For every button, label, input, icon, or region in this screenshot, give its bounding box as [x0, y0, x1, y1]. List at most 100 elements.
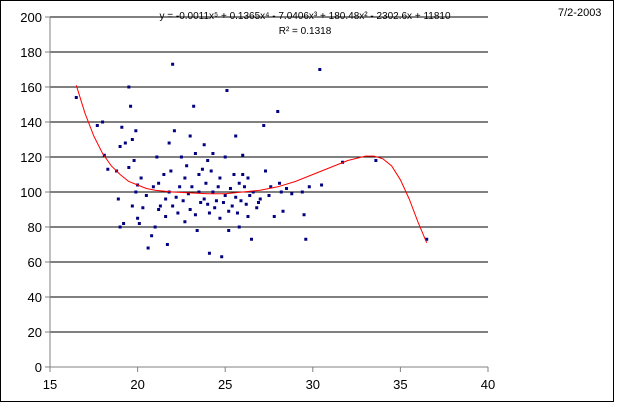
data-point [118, 225, 122, 229]
trendline-curve [75, 85, 428, 243]
data-point [225, 89, 229, 92]
data-point [127, 85, 131, 89]
data-point [258, 197, 262, 201]
data-point [246, 176, 250, 180]
data-point [106, 167, 110, 171]
data-point [190, 185, 194, 189]
data-point [179, 155, 183, 159]
data-point [193, 213, 197, 217]
data-point [279, 190, 283, 194]
data-point [374, 159, 378, 162]
data-point [263, 169, 267, 173]
data-point [200, 167, 204, 171]
data-point [197, 173, 201, 176]
data-point [262, 124, 266, 127]
data-point [207, 251, 211, 255]
data-point [232, 173, 236, 176]
data-point [127, 166, 131, 169]
data-point [425, 237, 429, 241]
data-point [171, 62, 175, 66]
data-point [256, 201, 260, 204]
data-point [183, 176, 187, 180]
tick-labels: 0 20 40 60 80 100 120 140 160 180 200 15 20 25 30 35 40 [20, 10, 495, 392]
data-point [228, 187, 232, 190]
data-point [120, 125, 124, 129]
y-tick-label: 60 [28, 255, 42, 270]
data-point [211, 190, 215, 194]
data-point [216, 185, 220, 189]
data-point [281, 209, 285, 213]
data-point [136, 216, 140, 220]
trendline [75, 85, 428, 243]
data-point [157, 181, 161, 185]
data-point [218, 216, 222, 220]
data-point [172, 129, 176, 133]
data-point [207, 211, 211, 215]
data-point [246, 215, 250, 218]
data-point [221, 201, 225, 204]
data-point [197, 190, 201, 194]
grid-lines [50, 16, 488, 333]
data-point [204, 181, 208, 185]
data-point [130, 204, 134, 208]
data-point [129, 104, 133, 108]
data-point [255, 206, 259, 210]
data-point [218, 176, 222, 180]
data-point [223, 194, 227, 197]
data-point [307, 185, 311, 189]
data-point [239, 199, 243, 203]
axes [45, 16, 489, 372]
data-point [227, 229, 231, 232]
data-point [178, 185, 182, 189]
data-point [116, 197, 120, 201]
data-point [164, 197, 168, 201]
y-tick-label: 120 [20, 150, 42, 165]
data-point [269, 185, 273, 189]
data-point [158, 204, 162, 208]
y-tick-label: 200 [20, 10, 42, 25]
data-point [169, 169, 173, 173]
y-tick-label: 0 [35, 360, 42, 375]
y-tick-label: 160 [20, 80, 42, 95]
data-point [237, 225, 241, 229]
x-tick-label: 25 [218, 377, 232, 392]
data-point [285, 187, 289, 190]
data-point [223, 155, 227, 159]
trendline-equation: y = -0.0011x⁵ + 0.1365x⁴ - 7.0406x³ + 18… [159, 11, 450, 22]
x-tick-label: 40 [481, 377, 495, 392]
y-tick-label: 20 [28, 325, 42, 340]
data-point [234, 134, 238, 138]
data-point [139, 176, 143, 180]
data-point [290, 192, 294, 196]
data-point [202, 143, 206, 147]
data-point [186, 192, 190, 196]
data-point [192, 104, 196, 108]
y-tick-label: 140 [20, 115, 42, 130]
data-point [151, 185, 155, 189]
data-point [181, 199, 185, 203]
data-point [118, 145, 122, 148]
y-tick-label: 80 [28, 220, 42, 235]
data-point [174, 195, 178, 199]
data-point [241, 173, 245, 176]
x-tick-label: 35 [393, 377, 407, 392]
data-point [199, 201, 203, 204]
data-point [183, 220, 187, 224]
data-point [213, 206, 217, 210]
data-point [304, 237, 308, 241]
data-point [206, 202, 210, 206]
data-point [220, 255, 224, 259]
data-point [241, 153, 245, 157]
y-tick-label: 100 [20, 185, 42, 200]
data-point [155, 155, 159, 159]
data-point [300, 190, 304, 194]
data-point [320, 183, 324, 187]
data-point [188, 134, 192, 138]
x-tick-label: 15 [43, 377, 57, 392]
data-point [318, 68, 322, 71]
data-point [141, 206, 145, 210]
data-point [234, 195, 238, 199]
data-point [235, 211, 239, 215]
data-point [202, 197, 206, 201]
data-point [278, 181, 282, 185]
